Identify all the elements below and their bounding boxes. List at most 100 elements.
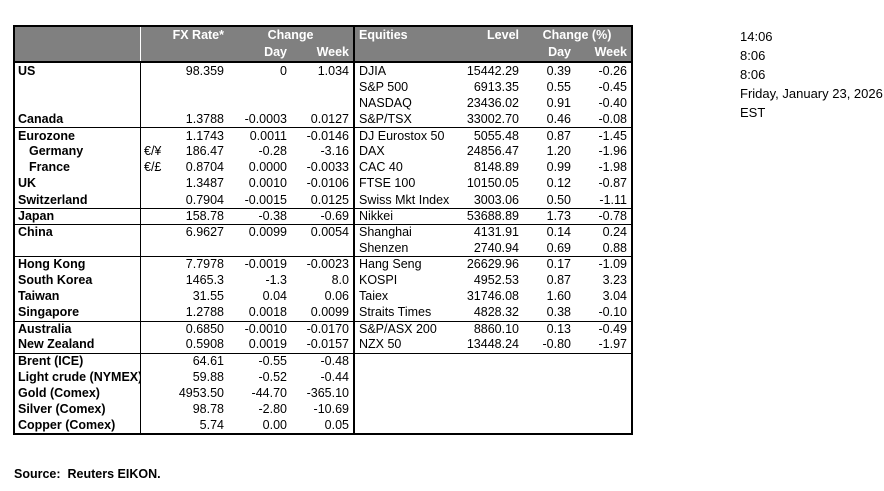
fx-change-week-cell [291, 79, 353, 95]
equity-change-day-cell: 0.14 [546, 225, 571, 240]
table-row: New Zealand 0.5908 0.0019 -0.0157 NZX 50 1344… [15, 336, 631, 353]
equity-index-cell [353, 368, 459, 385]
fx-rate-cell: 1.2788 [141, 304, 228, 320]
fx-country-cell: Light crude (NYMEX) [15, 368, 141, 385]
equity-level-cell: 4952.53 [473, 273, 519, 288]
fx-rate-value: 64.61 [192, 353, 224, 368]
equity-change-day-cell: 0.13 [546, 321, 571, 336]
fx-rate-value: 1.2788 [185, 305, 224, 320]
fx-change-week-cell: -0.0170 [306, 321, 349, 336]
equity-change-day-cell: 1.60 [546, 289, 571, 304]
table-row: US 98.359 0 1.034 DJIA 15442.29 0.39 -0.26 [15, 63, 631, 80]
fx-rate-value: 0.7904 [185, 192, 224, 207]
table-row: Silver (Comex) 98.78 -2.80 -10.69 [15, 400, 631, 418]
fx-pair-symbol: €/¥ [144, 144, 162, 159]
equity-level-cell: 26629.96 [466, 257, 519, 272]
time-tertiary: 8:06 [740, 67, 766, 82]
header-blank-cell [15, 44, 141, 61]
table-header: FX Rate* Change Equities Level Change (%… [15, 27, 631, 63]
header-eq-change-pct: Change (%) [542, 28, 612, 43]
equity-change-day-cell [523, 417, 575, 433]
time-local: 14:06 [740, 29, 773, 44]
fx-country-cell [15, 79, 141, 96]
clock-block: 14:06 8:06 8:06 Friday, January 23, 2026… [740, 27, 883, 122]
equity-change-day-cell: 0.91 [546, 95, 571, 110]
equity-change-day-cell: 0.50 [546, 192, 571, 207]
fx-rate-value: 1.1743 [185, 128, 224, 143]
equity-change-week-cell: -0.87 [598, 176, 628, 191]
equity-index-cell [353, 384, 459, 401]
header-blank-cell [459, 44, 523, 61]
equity-change-week-cell [575, 354, 631, 369]
fx-change-day-cell: 0.00 [262, 417, 287, 432]
equity-change-week-cell: -0.26 [598, 63, 628, 78]
fx-rate-value: 0.6850 [185, 321, 224, 336]
fx-change-week-cell: 0.0054 [310, 225, 349, 240]
equity-change-week-cell: -0.10 [598, 305, 628, 320]
fx-rate-cell: 7.7978 [141, 257, 228, 272]
fx-rate-cell [141, 240, 228, 256]
fx-rate-value: 186.47 [185, 144, 224, 159]
fx-rate-cell: 4953.50 [141, 385, 228, 401]
equity-level-cell [459, 417, 523, 433]
equity-change-week-cell: -1.09 [598, 257, 628, 272]
equity-index-cell: DAX [353, 143, 459, 160]
equity-level-cell: 2740.94 [473, 240, 519, 255]
equity-index-cell: S&P/ASX 200 [353, 321, 459, 337]
equity-change-week-cell [575, 417, 631, 433]
fx-rate-value: 1465.3 [185, 273, 224, 288]
fx-change-day-cell: 0.0019 [248, 337, 287, 352]
fx-rate-cell: 98.78 [141, 401, 228, 417]
equity-change-day-cell: 0.17 [546, 257, 571, 272]
equity-index-cell: NASDAQ [353, 95, 459, 112]
fx-change-day-cell [228, 240, 291, 256]
equity-level-cell: 15442.29 [466, 63, 519, 78]
equity-index-cell: KOSPI [353, 272, 459, 289]
fx-change-week-cell [291, 240, 353, 256]
fx-country-cell: Singapore [15, 304, 141, 321]
equity-change-week-cell: -0.49 [598, 321, 628, 336]
equity-index-cell: Shanghai [353, 224, 459, 241]
fx-change-day-cell: 0 [280, 63, 287, 78]
equity-level-cell [459, 385, 523, 401]
equity-change-day-cell: 0.46 [546, 112, 571, 127]
equity-level-cell: 3003.06 [473, 192, 519, 207]
fx-change-day-cell: -0.0019 [244, 257, 287, 272]
equity-change-day-cell: 0.12 [546, 176, 571, 191]
fx-rate-cell: 64.61 [141, 354, 228, 369]
fx-country-cell: Copper (Comex) [15, 417, 141, 434]
fx-change-week-cell: 8.0 [331, 273, 349, 288]
fx-country-cell [15, 95, 141, 112]
equity-change-day-cell: 0.69 [546, 240, 571, 255]
fx-change-week-cell: -0.0157 [306, 337, 349, 352]
header-eq-week: Week [594, 45, 627, 60]
fx-country-cell: New Zealand [15, 336, 141, 353]
equity-level-cell: 31746.08 [466, 289, 519, 304]
table-body: US 98.359 0 1.034 DJIA 15442.29 0.39 -0.26 S&P 5… [15, 63, 631, 434]
fx-change-week-cell: 0.0127 [310, 112, 349, 127]
equity-change-week-cell: -1.97 [598, 337, 628, 352]
fx-rate-value: 6.9627 [185, 225, 224, 240]
fx-rate-value: 4953.50 [178, 385, 224, 400]
equity-change-week-cell: -0.45 [598, 79, 628, 94]
fx-country-cell [15, 240, 141, 257]
equity-change-day-cell: 1.73 [546, 209, 571, 224]
fx-country-cell: Hong Kong [15, 257, 141, 273]
equity-level-cell: 8860.10 [473, 321, 519, 336]
fx-country-cell: Australia [15, 321, 141, 337]
equity-index-cell: CAC 40 [353, 159, 459, 176]
fx-change-day-cell: -0.28 [258, 144, 288, 159]
equity-index-cell: Shenzen [353, 240, 459, 257]
header-fx-week: Week [316, 45, 349, 60]
fx-change-day-cell: 0.0018 [248, 305, 287, 320]
fx-country-cell: Taiwan [15, 288, 141, 305]
fx-rate-cell: 0.5908 [141, 337, 228, 353]
fx-change-week-cell: -0.0106 [306, 176, 349, 191]
header-eq-day: Day [548, 45, 571, 60]
equity-index-cell [353, 417, 459, 434]
table-row: Germany €/¥ 186.47 -0.28 -3.16 DAX 24856.47 1.2… [15, 143, 631, 160]
fx-rate-cell: 1.1743 [141, 128, 228, 143]
equity-change-week-cell: -1.11 [599, 192, 627, 207]
equity-level-cell: 5055.48 [473, 128, 519, 143]
